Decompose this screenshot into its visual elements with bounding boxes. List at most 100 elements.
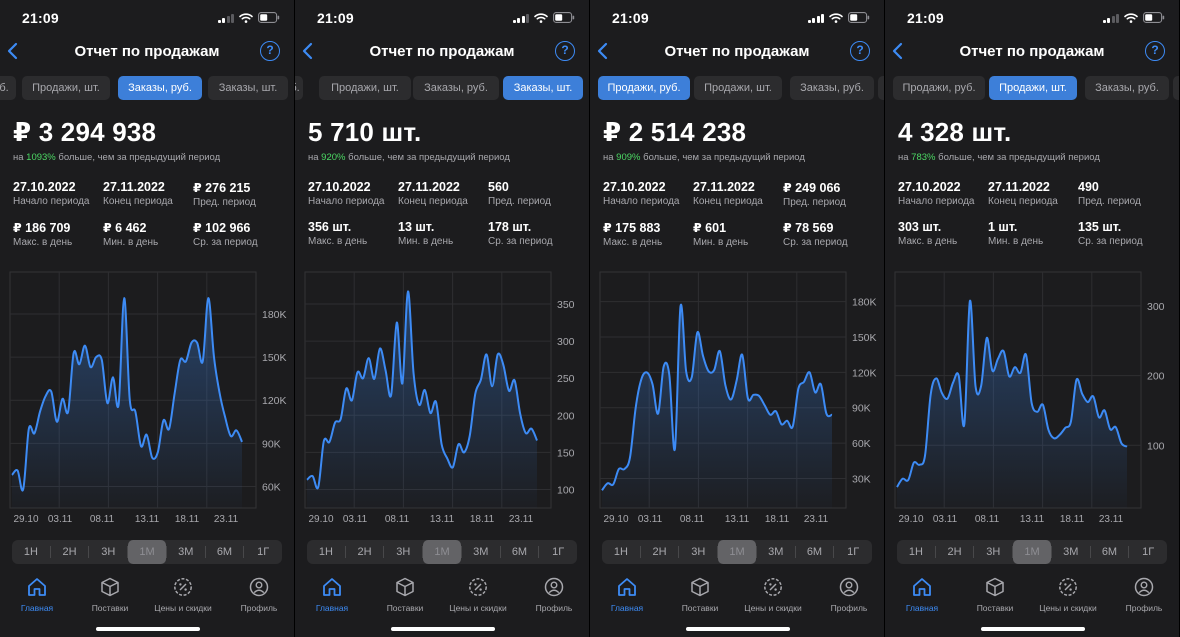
tab-item[interactable]: Цены и скидки — [1031, 576, 1105, 613]
tab-label: Профиль — [240, 603, 278, 613]
y-tick-label: 350 — [557, 299, 575, 311]
range-option[interactable]: 3Н — [986, 546, 1001, 558]
tab-item[interactable]: Профиль — [222, 576, 294, 613]
range-option[interactable]: 6М — [216, 546, 233, 558]
range-option[interactable]: 1Г — [847, 546, 860, 558]
range-option[interactable]: 2Н — [947, 546, 962, 558]
range-selector: 1Н 2Н 3Н 1М 3М 6М 1Г — [602, 540, 872, 564]
range-option[interactable]: 1М — [423, 540, 461, 564]
range-option[interactable]: 1Г — [552, 546, 565, 558]
range-option[interactable]: 3Н — [691, 546, 706, 558]
range-option[interactable]: 2Н — [357, 546, 372, 558]
help-icon[interactable]: ? — [555, 41, 575, 61]
tab-item[interactable]: Цены и скидки — [736, 576, 810, 613]
range-option[interactable]: 1М — [128, 540, 166, 564]
back-chevron-icon[interactable] — [596, 40, 616, 64]
x-tick-label: 23.11 — [1099, 514, 1124, 525]
battery-icon — [1143, 12, 1165, 23]
stat-label: Мин. в день — [103, 237, 159, 248]
metric-chip[interactable]: б. — [0, 76, 16, 100]
back-chevron-icon[interactable] — [301, 40, 321, 64]
x-tick-label: 18.11 — [765, 514, 790, 525]
range-option[interactable]: 6М — [1101, 546, 1118, 558]
range-option[interactable]: 1Н — [613, 546, 628, 558]
y-tick-label: 300 — [1147, 301, 1165, 313]
tab-item[interactable]: Поставки — [958, 576, 1032, 613]
range-option[interactable]: 2Н — [62, 546, 77, 558]
metric-chip[interactable]: б. — [295, 76, 303, 100]
tab-item[interactable]: Профиль — [1107, 576, 1179, 613]
range-option[interactable]: 1Н — [908, 546, 923, 558]
range-option[interactable]: 3Н — [101, 546, 116, 558]
range-separator — [460, 546, 462, 558]
help-icon[interactable]: ? — [260, 41, 280, 61]
range-option[interactable]: 3Н — [396, 546, 411, 558]
stat-label: Конец периода — [693, 196, 763, 207]
metric-chip[interactable]: Заказы, руб. — [1085, 76, 1169, 100]
x-tick-label: 13.11 — [1020, 514, 1045, 525]
battery-icon — [258, 12, 280, 23]
range-option[interactable]: 1Г — [257, 546, 270, 558]
range-separator — [973, 546, 975, 558]
tab-item[interactable]: Главная — [0, 576, 74, 613]
tab-label: Поставки — [91, 603, 129, 613]
tab-item[interactable]: Профиль — [812, 576, 884, 613]
metric-chip[interactable]: Продажи, шт. — [22, 76, 110, 100]
sales-chart[interactable]: 100 150 200 250 300 350 29.10 03.11 08.11 13.11 18… — [295, 268, 589, 530]
stat-cell: ₽ 601 Мин. в день — [693, 220, 788, 248]
range-separator — [1050, 546, 1052, 558]
range-option[interactable]: 1М — [1013, 540, 1051, 564]
stat-label: Пред. период — [1078, 196, 1141, 207]
metric-chip[interactable]: Продажи, шт. — [319, 76, 411, 100]
metric-chip[interactable]: Заказы, шт. — [503, 76, 583, 100]
back-chevron-icon[interactable] — [6, 40, 26, 64]
range-option[interactable]: 3М — [768, 546, 784, 558]
metric-chip[interactable]: Продажи, руб. — [893, 76, 985, 100]
total-value: 4 328 шт. — [898, 117, 1012, 147]
stat-label: Ср. за период — [193, 237, 258, 248]
range-option[interactable]: 6М — [806, 546, 823, 558]
range-option[interactable]: 3М — [473, 546, 489, 558]
x-tick-label: 18.11 — [470, 514, 495, 525]
tab-item[interactable]: Цены и скидки — [146, 576, 220, 613]
x-tick-label: 08.11 — [975, 514, 1000, 525]
tab-item[interactable]: Цены и скидки — [441, 576, 515, 613]
stat-label: Конец периода — [103, 196, 173, 207]
tab-item[interactable]: Поставки — [368, 576, 442, 613]
stat-cell: 560 Пред. период — [488, 180, 583, 207]
range-option[interactable]: 3М — [178, 546, 194, 558]
range-option[interactable]: 3М — [1063, 546, 1079, 558]
tab-item[interactable]: Поставки — [663, 576, 737, 613]
x-tick-label: 29.10 — [603, 514, 628, 525]
tab-item[interactable]: Главная — [885, 576, 959, 613]
tab-label: Поставки — [681, 603, 719, 613]
tab-item[interactable]: Главная — [295, 576, 369, 613]
sales-chart[interactable]: 60K 90K 120K 150K 180K 29.10 03.11 08.11 13.11 18… — [0, 268, 294, 530]
range-option[interactable]: 6М — [511, 546, 528, 558]
sales-chart[interactable]: 30K 60K 90K 120K 150K 180K 29.10 03.11 08.11 13.1… — [590, 268, 884, 530]
metric-chip[interactable]: Продажи, руб. — [598, 76, 690, 100]
metric-chip[interactable]: Продажи, шт. — [694, 76, 782, 100]
metric-chip[interactable]: Заказы, руб. — [413, 76, 499, 100]
range-option[interactable]: 1Г — [1142, 546, 1155, 558]
metric-chip[interactable]: Заказы, шт. — [208, 76, 288, 100]
tab-item[interactable]: Главная — [590, 576, 664, 613]
metric-chip[interactable]: Заказы, руб. — [118, 76, 202, 100]
metric-chip[interactable]: Продажи, шт. — [989, 76, 1077, 100]
range-option[interactable]: 1Н — [23, 546, 38, 558]
tab-item[interactable]: Профиль — [517, 576, 589, 613]
metric-chip[interactable]: Заказы, руб. — [790, 76, 874, 100]
y-tick-label: 60K — [262, 481, 281, 493]
metric-chip[interactable]: З — [1173, 76, 1179, 100]
back-chevron-icon[interactable] — [891, 40, 911, 64]
range-option[interactable]: 1М — [718, 540, 756, 564]
range-option[interactable]: 1Н — [318, 546, 333, 558]
sales-chart[interactable]: 100 200 300 29.10 03.11 08.11 13.11 18.11 23.11 — [885, 268, 1179, 530]
help-icon[interactable]: ? — [1145, 41, 1165, 61]
tab-label: Поставки — [386, 603, 424, 613]
range-option[interactable]: 2Н — [652, 546, 667, 558]
tab-item[interactable]: Поставки — [73, 576, 147, 613]
series-area — [602, 304, 832, 508]
help-icon[interactable]: ? — [850, 41, 870, 61]
metric-chip[interactable]: З — [878, 76, 884, 100]
